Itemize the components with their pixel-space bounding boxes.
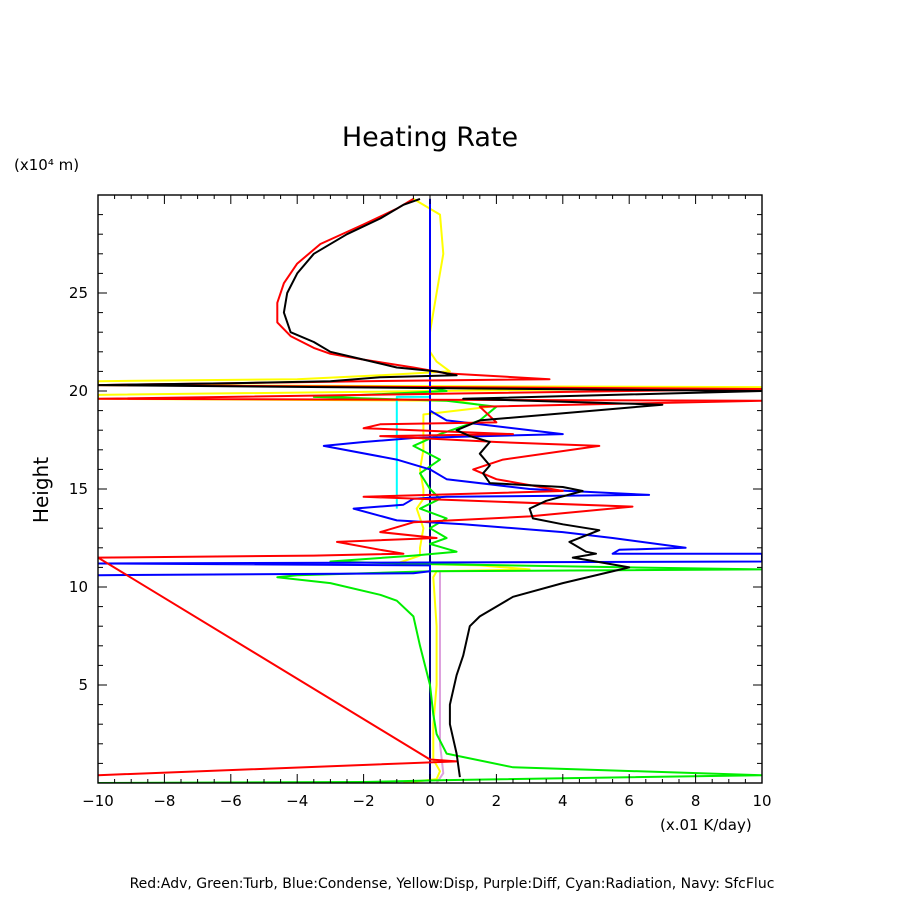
x-tick-label: −2 xyxy=(353,792,375,810)
series-line-adv xyxy=(98,198,762,777)
y-tick-label: 15 xyxy=(69,480,88,498)
series-line-radiation xyxy=(395,395,430,509)
x-tick-label: 4 xyxy=(558,792,568,810)
x-tick-label: 8 xyxy=(691,792,701,810)
x-tick-label: −10 xyxy=(82,792,114,810)
y-tick-label: 10 xyxy=(69,578,88,596)
x-tick-label: 10 xyxy=(752,792,771,810)
y-unit-label: (x10⁴ m) xyxy=(14,156,80,174)
y-tick-label: 25 xyxy=(69,284,88,302)
x-tick-label: −8 xyxy=(153,792,175,810)
legend-text: Red:Adv, Green:Turb, Blue:Condense, Yell… xyxy=(129,876,775,892)
chart-title: Heating Rate xyxy=(341,122,519,153)
series-line-disp xyxy=(98,198,762,783)
x-tick-label: 2 xyxy=(492,792,502,810)
y-axis-label: Height xyxy=(29,456,53,524)
tick-layer: −10 −8 −6 −4 −2 0 2 4 6 8 10 5 10 15 20 25 xyxy=(69,195,772,810)
series-line-turb xyxy=(98,386,762,783)
x-tick-label: 6 xyxy=(624,792,634,810)
y-tick-label: 5 xyxy=(78,676,88,694)
y-tick-label: 20 xyxy=(69,382,88,400)
x-tick-label: −4 xyxy=(286,792,308,810)
series-layer xyxy=(98,197,762,783)
series-line-diff xyxy=(435,571,445,783)
x-tick-label: −6 xyxy=(220,792,242,810)
series-line-total xyxy=(98,197,762,778)
x-tick-label: 0 xyxy=(425,792,435,810)
x-axis-label: (x.01 K/day) xyxy=(660,816,752,834)
